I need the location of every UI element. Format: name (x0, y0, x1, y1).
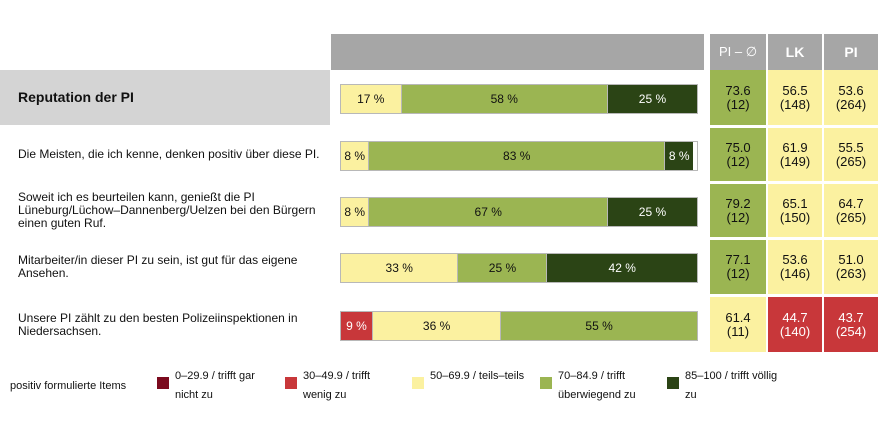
sample-size: (146) (779, 266, 811, 281)
bar-segment: 67 % (369, 197, 608, 226)
legend-label-line: zu (685, 389, 697, 401)
bar-segment: 55 % (501, 311, 697, 340)
legend-label: 50–69.9 / teils–teils (430, 367, 524, 386)
legend-label-line: nicht zu (175, 389, 213, 401)
row-label: Die Meisten, die ich kenne, denken posit… (18, 147, 320, 161)
bar-segment: 25 % (458, 254, 548, 282)
lk-value: 56.5 (148) (768, 70, 822, 125)
sample-size: (264) (835, 96, 867, 112)
lk-value: 53.6 (146) (768, 240, 822, 294)
score-value: 61.9 (782, 139, 808, 155)
score-value: 77.1 (725, 252, 751, 267)
stacked-bar: 8 % 67 % 25 % (340, 196, 698, 227)
legend-swatch (540, 377, 552, 389)
legend-label: 85–100 / trifft völlig zu (685, 367, 777, 405)
legend-label: 30–49.9 / trifft wenig zu (303, 367, 370, 405)
stacked-bar: 17 % 58 % 25 % (340, 83, 698, 114)
score-value: 43.7 (838, 309, 864, 325)
sample-size: (265) (835, 153, 867, 169)
score-value: 53.6 (838, 82, 864, 98)
sample-size: (12) (726, 96, 750, 112)
pi-avg-value: 75.0 (12) (710, 128, 766, 181)
sample-size: (148) (779, 96, 811, 112)
score-value: 44.7 (782, 309, 808, 325)
score-value: 53.6 (782, 252, 808, 267)
sample-size: (149) (779, 153, 811, 169)
bar-segment: 58 % (401, 84, 608, 113)
header-pi-avg: PI – ∅ (710, 34, 766, 70)
pi-avg-value: 61.4 (11) (710, 297, 766, 352)
legend-label-line: 70–84.9 / trifft (558, 370, 626, 382)
bar-segment: 33 % (341, 254, 459, 282)
legend-swatch (412, 377, 424, 389)
row-label: Mitarbeiter/in dieser PI zu sein, ist gu… (18, 253, 298, 280)
legend-label-line: 50–69.9 / teils–teils (430, 370, 525, 382)
legend-label-line: 30–49.9 / trifft (303, 370, 371, 382)
row-label: Unsere PI zählt zu den besten Polizeiins… (18, 310, 298, 338)
legend-label: 0–29.9 / trifft gar nicht zu (175, 367, 255, 405)
header-pi: PI (824, 34, 878, 70)
pi-value: 55.5 (265) (824, 128, 878, 181)
lk-value: 65.1 (150) (768, 184, 822, 237)
score-value: 75.0 (725, 139, 751, 155)
pi-value: 51.0 (263) (824, 240, 878, 294)
bar-segment: 36 % (373, 311, 502, 340)
legend-label: 70–84.9 / trifft überwiegend zu (558, 367, 636, 405)
row-label: Reputation der PI (0, 70, 330, 125)
legend-label-line: überwiegend zu (558, 389, 636, 401)
pi-value: 53.6 (264) (824, 70, 878, 125)
bar-segment: 17 % (341, 84, 402, 113)
sample-size: (263) (835, 266, 867, 281)
score-value: 65.1 (782, 195, 808, 211)
stacked-bar: 8 % 83 % 8 % (340, 140, 698, 171)
pi-avg-value: 79.2 (12) (710, 184, 766, 237)
sample-size: (12) (726, 153, 750, 169)
score-value: 64.7 (838, 195, 864, 211)
sample-size: (11) (726, 323, 750, 339)
sample-size: (150) (779, 209, 811, 225)
legend-intro: positiv formulierte Items (10, 380, 127, 392)
stacked-bar: 9 % 36 % 55 % (340, 310, 698, 341)
lk-value: 44.7 (140) (768, 297, 822, 352)
score-value: 61.4 (725, 309, 751, 325)
pi-value: 43.7 (254) (824, 297, 878, 352)
row-label: Soweit ich es beurteilen kann, genießt d… (18, 190, 316, 230)
score-value: 51.0 (838, 252, 864, 267)
header-bar (331, 34, 704, 70)
pi-avg-value: 73.6 (12) (710, 70, 766, 125)
sample-size: (254) (835, 323, 867, 339)
sample-size: (12) (726, 266, 750, 281)
legend-label-line: 85–100 / trifft völlig (685, 370, 778, 382)
header-lk: LK (768, 34, 822, 70)
sample-size: (140) (779, 323, 811, 339)
score-value: 55.5 (838, 139, 864, 155)
legend-swatch (285, 377, 297, 389)
bar-segment: 8 % (341, 141, 370, 170)
bar-segment: 9 % (341, 311, 374, 340)
bar-segment: 25 % (607, 197, 697, 226)
legend-label-line: 0–29.9 / trifft gar (175, 370, 255, 382)
score-value: 56.5 (782, 82, 808, 98)
stacked-bar: 33 % 25 % 42 % (340, 253, 698, 283)
pi-avg-value: 77.1 (12) (710, 240, 766, 294)
lk-value: 61.9 (149) (768, 128, 822, 181)
pi-value: 64.7 (265) (824, 184, 878, 237)
sample-size: (12) (726, 209, 750, 225)
legend-swatch (157, 377, 169, 389)
legend-label-line: wenig zu (303, 389, 347, 401)
sample-size: (265) (835, 209, 867, 225)
bar-segment: 25 % (607, 84, 697, 113)
score-value: 79.2 (725, 195, 751, 211)
legend-swatch (667, 377, 679, 389)
score-value: 73.6 (725, 82, 751, 98)
bar-segment: 8 % (664, 141, 694, 170)
bar-segment: 42 % (547, 254, 697, 282)
bar-segment: 8 % (341, 197, 370, 226)
bar-segment: 83 % (369, 141, 665, 170)
